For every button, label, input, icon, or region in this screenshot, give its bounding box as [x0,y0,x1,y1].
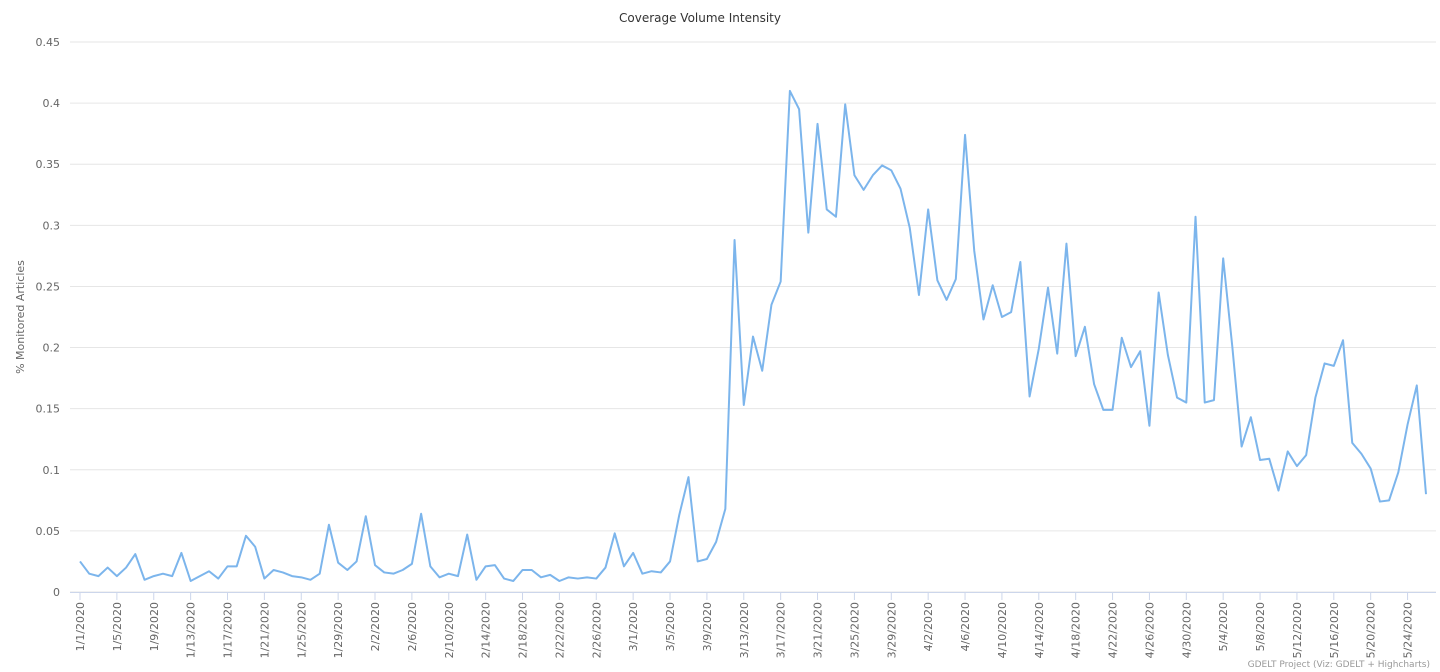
x-tick-label: 5/16/2020 [1328,602,1341,658]
y-tick-label: 0.45 [36,36,61,49]
x-tick-label: 4/2/2020 [922,602,935,651]
x-tick-label: 4/22/2020 [1107,602,1120,658]
x-tick-label: 4/10/2020 [996,602,1009,658]
x-tick-label: 4/30/2020 [1180,602,1193,658]
x-tick-label: 5/4/2020 [1217,602,1230,651]
x-tick-label: 1/1/2020 [74,602,87,651]
y-tick-label: 0.25 [36,280,61,293]
x-tick-label: 2/10/2020 [443,602,456,658]
y-tick-label: 0.15 [36,403,61,416]
x-tick-label: 1/29/2020 [332,602,345,658]
x-tick-label: 3/9/2020 [701,602,714,651]
x-tick-label: 3/13/2020 [738,602,751,658]
x-tick-label: 4/26/2020 [1143,602,1156,658]
x-tick-label: 3/25/2020 [848,602,861,658]
x-tick-label: 2/18/2020 [517,602,530,658]
x-tick-label: 3/17/2020 [775,602,788,658]
y-tick-label: 0.05 [36,525,61,538]
x-tick-label: 5/24/2020 [1402,602,1415,658]
x-tick-label: 1/5/2020 [111,602,124,651]
x-tick-label: 3/5/2020 [664,602,677,651]
x-tick-label: 2/6/2020 [406,602,419,651]
x-tick-label: 4/18/2020 [1070,602,1083,658]
x-tick-label: 1/13/2020 [185,602,198,658]
x-tick-label: 1/17/2020 [222,602,235,658]
x-tick-label: 2/2/2020 [369,602,382,651]
x-tick-label: 3/1/2020 [627,602,640,651]
y-tick-label: 0.2 [43,342,61,355]
y-tick-label: 0.35 [36,158,61,171]
x-tick-label: 4/6/2020 [959,602,972,651]
x-tick-label: 5/8/2020 [1254,602,1267,651]
chart-title: Coverage Volume Intensity [619,11,781,25]
y-tick-label: 0 [53,586,60,599]
y-tick-label: 0.4 [43,97,61,110]
x-tick-label: 2/14/2020 [480,602,493,658]
y-tick-label: 0.1 [43,464,61,477]
x-tick-label: 5/20/2020 [1365,602,1378,658]
x-tick-label: 4/14/2020 [1033,602,1046,658]
x-tick-label: 2/26/2020 [590,602,603,658]
x-tick-label: 1/9/2020 [148,602,161,651]
x-tick-label: 3/21/2020 [812,602,825,658]
x-tick-label: 2/22/2020 [553,602,566,658]
x-tick-label: 5/12/2020 [1291,602,1304,658]
x-tick-label: 1/21/2020 [258,602,271,658]
y-axis-title: % Monitored Articles [14,260,27,374]
y-tick-label: 0.3 [43,219,61,232]
x-tick-label: 3/29/2020 [885,602,898,658]
data-line [79,89,1427,582]
credit: GDELT Project (Viz: GDELT + Highcharts) [1248,660,1430,670]
x-tick-label: 1/25/2020 [295,602,308,658]
